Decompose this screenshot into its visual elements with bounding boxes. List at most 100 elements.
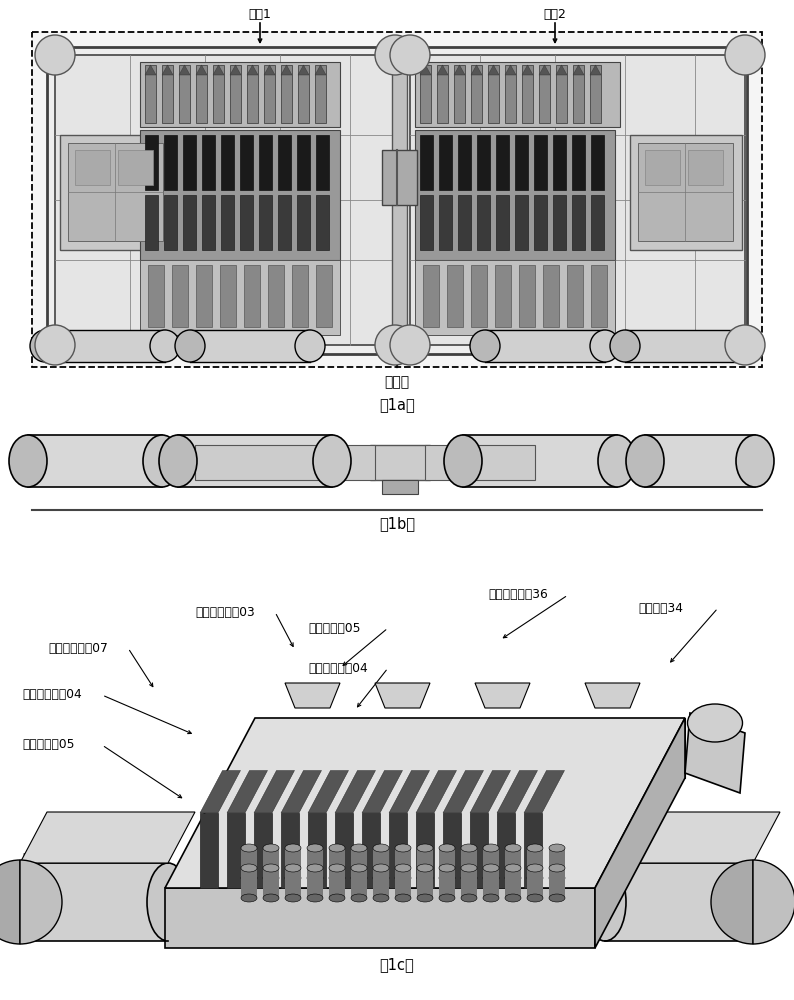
- Ellipse shape: [373, 864, 389, 872]
- Ellipse shape: [505, 874, 521, 882]
- Ellipse shape: [584, 863, 626, 941]
- Ellipse shape: [395, 864, 411, 872]
- Ellipse shape: [610, 330, 640, 362]
- Bar: [605, 863, 753, 941]
- Text: （1b）: （1b）: [379, 516, 415, 532]
- Ellipse shape: [373, 874, 389, 882]
- Bar: [534, 195, 547, 250]
- Bar: [292, 265, 308, 327]
- Ellipse shape: [439, 894, 455, 902]
- Polygon shape: [165, 888, 595, 948]
- Polygon shape: [162, 65, 173, 75]
- Ellipse shape: [461, 864, 477, 872]
- Bar: [477, 195, 490, 250]
- Bar: [543, 265, 559, 327]
- Polygon shape: [200, 770, 241, 813]
- Polygon shape: [335, 770, 376, 813]
- Polygon shape: [524, 770, 565, 813]
- Bar: [420, 135, 433, 190]
- Ellipse shape: [329, 874, 345, 882]
- Bar: [196, 65, 207, 123]
- Polygon shape: [595, 718, 685, 948]
- Bar: [495, 265, 511, 327]
- Bar: [213, 65, 224, 123]
- Bar: [140, 260, 340, 335]
- Text: 角屏蔽罩34: 角屏蔽罩34: [638, 601, 683, 614]
- Text: （1a）: （1a）: [379, 397, 415, 412]
- Ellipse shape: [549, 844, 565, 852]
- Bar: [477, 135, 490, 190]
- Bar: [625, 330, 745, 362]
- Ellipse shape: [241, 844, 257, 852]
- Ellipse shape: [373, 894, 389, 902]
- Polygon shape: [375, 683, 430, 708]
- Bar: [329, 848, 345, 878]
- Wedge shape: [753, 860, 794, 944]
- Ellipse shape: [417, 874, 433, 882]
- Ellipse shape: [329, 864, 345, 872]
- Polygon shape: [524, 813, 542, 888]
- Bar: [316, 265, 332, 327]
- Bar: [221, 135, 234, 190]
- Bar: [285, 868, 301, 898]
- Bar: [417, 868, 433, 898]
- Bar: [164, 135, 177, 190]
- Text: 软连接母排37: 软连接母排37: [638, 928, 690, 940]
- Bar: [461, 848, 477, 878]
- Bar: [370, 445, 430, 480]
- Bar: [307, 848, 323, 878]
- Polygon shape: [255, 718, 685, 778]
- Polygon shape: [497, 813, 515, 888]
- Ellipse shape: [0, 863, 41, 941]
- Bar: [179, 65, 190, 123]
- Polygon shape: [281, 770, 322, 813]
- Ellipse shape: [313, 435, 351, 487]
- Ellipse shape: [736, 435, 774, 487]
- Polygon shape: [281, 813, 299, 888]
- Bar: [55, 55, 395, 345]
- Bar: [395, 868, 411, 898]
- Bar: [410, 55, 745, 345]
- Ellipse shape: [527, 844, 543, 852]
- Bar: [415, 130, 615, 260]
- Ellipse shape: [307, 864, 323, 872]
- Ellipse shape: [143, 435, 181, 487]
- Ellipse shape: [417, 844, 433, 852]
- Polygon shape: [213, 65, 224, 75]
- Bar: [572, 195, 585, 250]
- Bar: [515, 195, 528, 250]
- Bar: [572, 135, 585, 190]
- Polygon shape: [254, 770, 295, 813]
- Bar: [382, 480, 418, 494]
- Polygon shape: [416, 813, 434, 888]
- Ellipse shape: [351, 894, 367, 902]
- Bar: [220, 265, 236, 327]
- Ellipse shape: [263, 874, 279, 882]
- Polygon shape: [389, 770, 430, 813]
- Ellipse shape: [295, 330, 325, 362]
- Circle shape: [35, 35, 75, 75]
- Polygon shape: [605, 812, 780, 863]
- Ellipse shape: [549, 864, 565, 872]
- Ellipse shape: [307, 844, 323, 852]
- Text: 不锈钢主水管07: 不锈钢主水管07: [48, 642, 108, 654]
- Circle shape: [390, 325, 430, 365]
- Bar: [351, 848, 367, 878]
- Polygon shape: [471, 65, 482, 75]
- Polygon shape: [585, 683, 640, 708]
- Bar: [221, 195, 234, 250]
- Bar: [415, 260, 615, 335]
- Ellipse shape: [483, 864, 499, 872]
- Bar: [278, 195, 291, 250]
- Polygon shape: [470, 813, 488, 888]
- Text: 阴坃2: 阴坃2: [544, 7, 566, 20]
- Bar: [463, 435, 618, 487]
- Ellipse shape: [285, 894, 301, 902]
- Ellipse shape: [549, 874, 565, 882]
- Polygon shape: [230, 65, 241, 75]
- Polygon shape: [362, 813, 380, 888]
- Bar: [420, 195, 433, 250]
- Polygon shape: [247, 65, 258, 75]
- Bar: [259, 135, 272, 190]
- Ellipse shape: [395, 844, 411, 852]
